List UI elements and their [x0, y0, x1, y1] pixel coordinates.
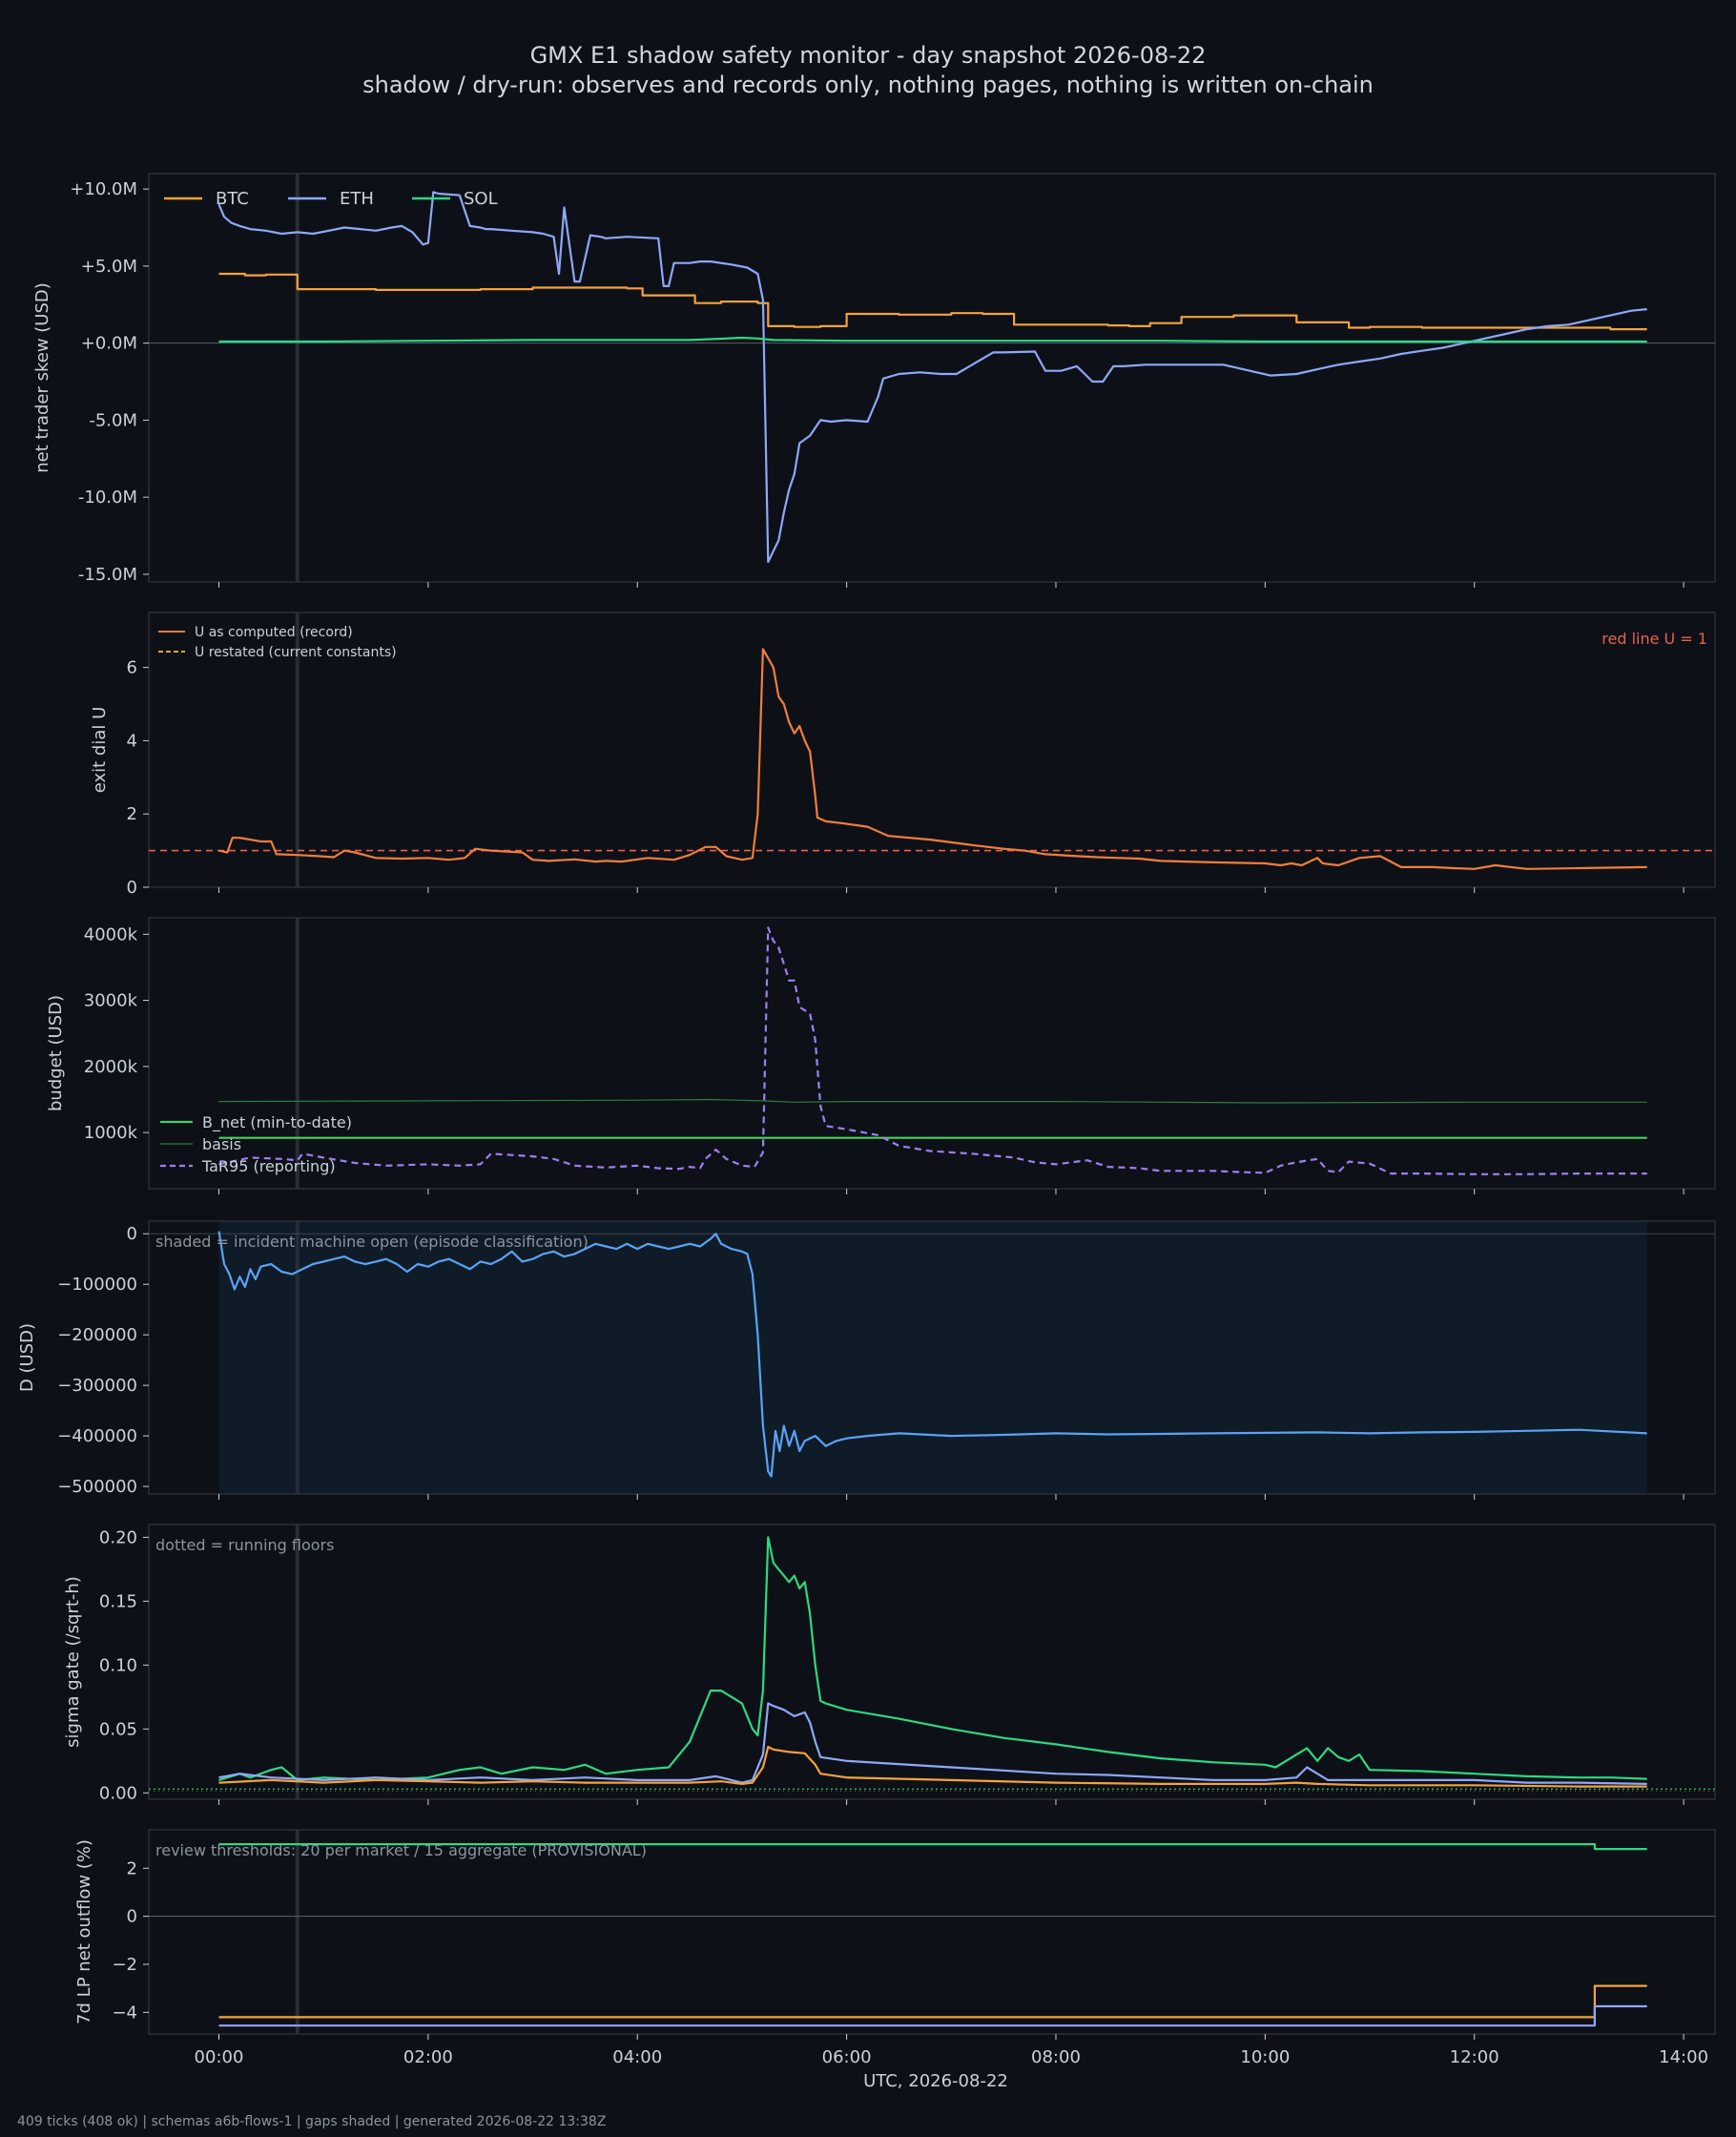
gap-marker: [295, 612, 300, 887]
panel-sigma: 0.00 0.05 0.10 0.15 0.20 sigma gate (/sqrt-h)…: [63, 1524, 1716, 1805]
y-tick-label: 4: [127, 731, 137, 751]
y-tick-label: −2: [112, 1955, 137, 1975]
legend-label: U as computed (record): [195, 625, 353, 640]
legend-label: BTC: [216, 189, 249, 209]
panel-skew: +10.0M +5.0M +0.0M -5.0M -10.0M -15.0M net tra…: [32, 173, 1716, 588]
y-tick-label: +5.0M: [81, 257, 137, 277]
incident-shade: [218, 1221, 1647, 1494]
series-line-lp_outflow-sol: [218, 1843, 1647, 1851]
y-tick-label: −300000: [57, 1376, 137, 1396]
y-axis-label: 7d LP net outflow (%): [74, 1839, 94, 2024]
y-axis-label: exit dial U: [90, 707, 110, 794]
y-tick-label: −400000: [57, 1426, 137, 1446]
figure-subtitle: shadow / dry-run: observes and records o…: [362, 72, 1374, 98]
y-tick-label: 4000k: [84, 924, 138, 944]
y-tick-label: 0: [127, 878, 137, 898]
series-line-lp_outflow-btc: [218, 1984, 1647, 2019]
y-tick-label: -15.0M: [78, 565, 137, 585]
gap-marker: [295, 1525, 300, 1799]
x-tick-label: 00:00: [195, 2047, 244, 2067]
y-tick-label: 0.10: [99, 1655, 137, 1675]
series-line-budget-basis: [218, 1098, 1647, 1104]
series-line-skew-eth: [217, 191, 1647, 564]
x-axis-label: UTC, 2026-08-22: [863, 2071, 1008, 2091]
panel-annotation: dotted = running floors: [155, 1536, 334, 1554]
y-axis-label: D (USD): [17, 1323, 37, 1392]
figure-title: GMX E1 shadow safety monitor - day snaps…: [530, 42, 1207, 69]
gap-marker: [295, 918, 300, 1189]
series-line-d_usd-d: [217, 1231, 1647, 1478]
y-tick-label: +10.0M: [70, 179, 137, 199]
panel-frame: [148, 917, 1716, 1190]
gap-marker: [295, 1830, 300, 2034]
series-line-u_dial-u-as-computed-record-: [218, 648, 1647, 870]
y-tick-label: 0.20: [99, 1527, 137, 1547]
y-tick-label: −4: [112, 2002, 137, 2023]
panel-d_usd: 0 −100000 −200000 −300000 −400000 −500000 D (U…: [17, 1220, 1716, 1500]
y-tick-label: 0.00: [99, 1783, 137, 1803]
y-tick-label: 3000k: [84, 991, 138, 1011]
x-tick-label: 12:00: [1450, 2047, 1499, 2067]
legend-label: ETH: [340, 189, 374, 209]
x-tick-label: 04:00: [612, 2047, 662, 2067]
panel-frame: [148, 612, 1716, 888]
red-line-annotation: red line U = 1: [1602, 630, 1707, 648]
y-tick-label: −100000: [57, 1275, 137, 1295]
footer-status: 409 ticks (408 ok) | schemas a6b-flows-1…: [17, 2114, 606, 2129]
y-tick-label: 2: [127, 804, 137, 824]
y-tick-label: 2: [127, 1858, 137, 1878]
panel-annotation: shaded = incident machine open (episode …: [155, 1233, 589, 1251]
y-tick-label: 0.05: [99, 1719, 137, 1739]
panel-frame: [148, 1220, 1716, 1495]
panel-lp_outflow: −4 −2 0 2 7d LP net outflow (%) review thresh…: [74, 1829, 1716, 2040]
y-axis-label: sigma gate (/sqrt-h): [63, 1576, 83, 1748]
series-line-lp_outflow-eth: [218, 2004, 1647, 2027]
legend-label: basis: [202, 1135, 241, 1153]
series-line-skew-sol: [218, 336, 1647, 343]
y-tick-label: +0.0M: [81, 334, 137, 354]
y-tick-label: -10.0M: [78, 488, 137, 508]
legend-label: TaR95 (reporting): [201, 1157, 336, 1175]
legend-label: U restated (current constants): [195, 645, 397, 660]
series-line-sigma-btc: [218, 1746, 1647, 1788]
panel-budget: 1000k 2000k 3000k 4000k budget (USD) B_net (m…: [46, 917, 1716, 1194]
x-tick-label: 08:00: [1031, 2047, 1081, 2067]
y-axis-label: net trader skew (USD): [32, 282, 52, 473]
y-tick-label: −200000: [57, 1325, 137, 1345]
x-axis-ticks: 00:00 02:00 04:00 06:00 08:00 10:00 12:00 14:00: [195, 2047, 1708, 2067]
chart-panels: +10.0M +5.0M +0.0M -5.0M -10.0M -15.0M net tra…: [17, 173, 1716, 2067]
panel-u_dial: 0 2 4 6 exit dial U red line U = 1 U as comput…: [90, 612, 1716, 898]
x-tick-label: 10:00: [1240, 2047, 1290, 2067]
x-tick-label: 02:00: [403, 2047, 453, 2067]
legend-label: SOL: [464, 189, 498, 209]
gap-marker: [295, 174, 300, 582]
x-tick-label: 14:00: [1659, 2047, 1708, 2067]
y-tick-label: 1000k: [84, 1123, 138, 1143]
panel-frame: [148, 1524, 1716, 1800]
panel-frame: [148, 173, 1716, 583]
legend-label: B_net (min-to-date): [202, 1113, 352, 1132]
y-tick-label: 2000k: [84, 1057, 138, 1077]
y-tick-label: 0: [127, 1907, 137, 1927]
x-tick-label: 06:00: [822, 2047, 872, 2067]
series-line-sigma-sol: [218, 1536, 1647, 1781]
series-line-skew-btc: [218, 272, 1647, 331]
y-tick-label: -5.0M: [89, 410, 137, 430]
panel-frame: [148, 1829, 1716, 2035]
y-tick-label: 0.15: [99, 1591, 137, 1611]
panel-annotation: review thresholds: 20 per market / 15 ag…: [155, 1841, 647, 1859]
y-tick-label: 0: [127, 1224, 137, 1244]
y-tick-label: 6: [127, 658, 137, 678]
y-axis-label: budget (USD): [46, 995, 66, 1111]
series-line-sigma-eth: [218, 1702, 1647, 1785]
y-tick-label: −500000: [57, 1477, 137, 1497]
gap-marker: [295, 1221, 300, 1494]
